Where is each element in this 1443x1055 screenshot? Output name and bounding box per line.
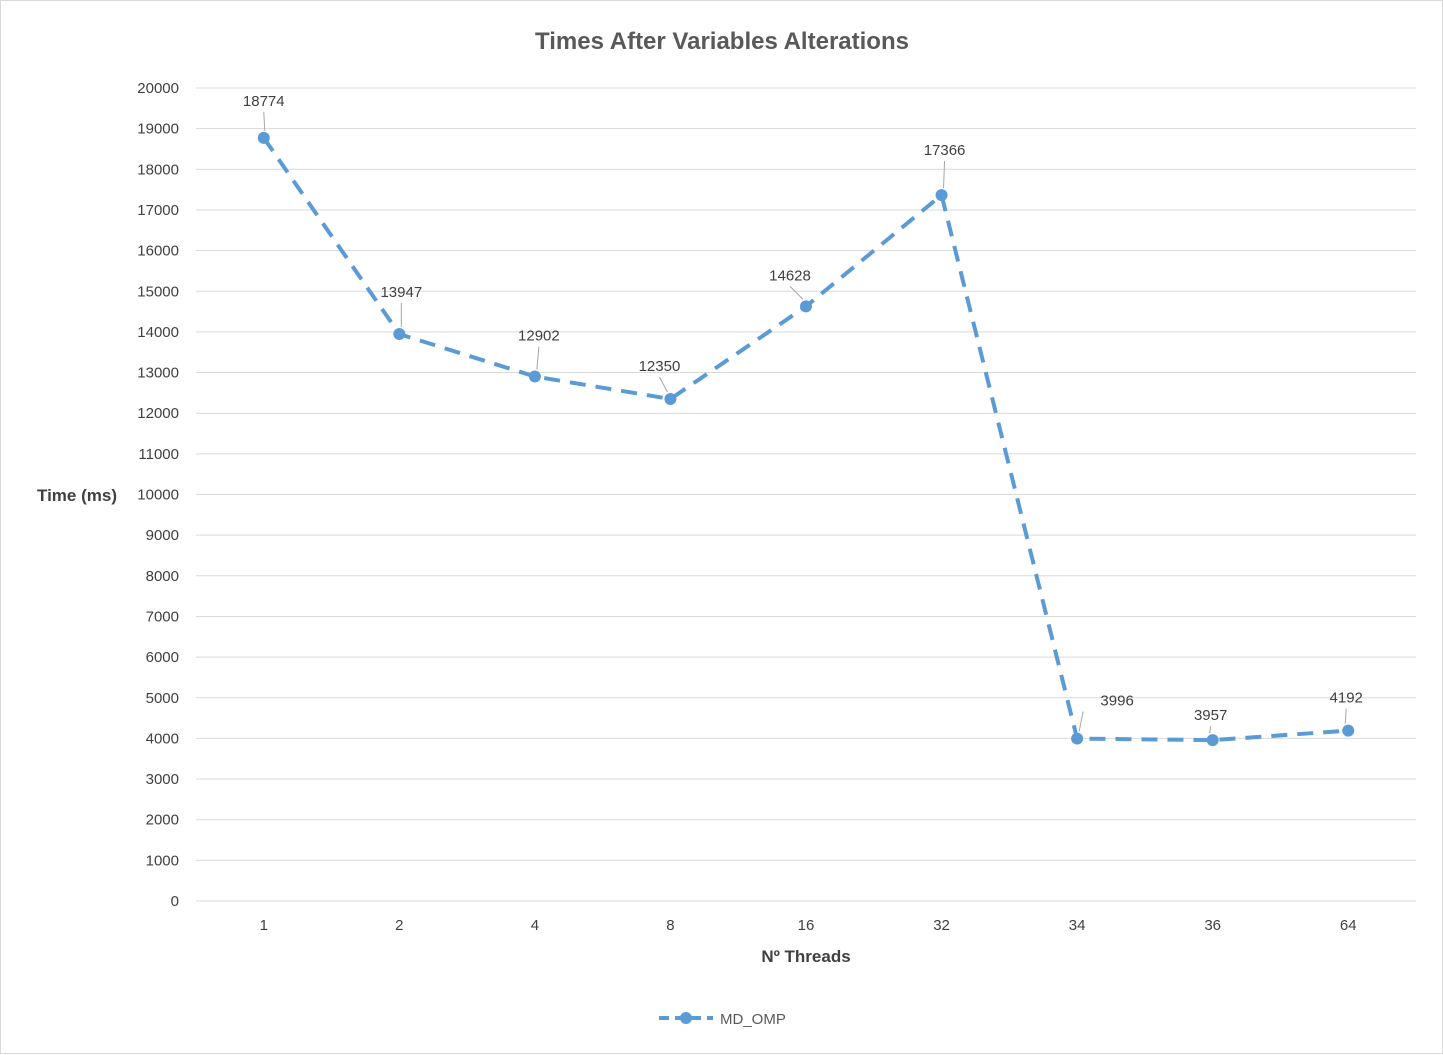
y-tick-label: 18000 (137, 161, 179, 178)
legend: MD_OMP (659, 1011, 786, 1028)
chart-title: Times After Variables Alterations (535, 28, 909, 55)
data-label-leader (263, 111, 266, 131)
data-label: 17366 (924, 142, 966, 159)
y-tick-label: 9000 (146, 527, 179, 544)
data-label-leader (1078, 711, 1084, 732)
data-label: 12350 (639, 358, 681, 375)
data-label: 3996 (1100, 693, 1133, 710)
data-point (393, 328, 406, 341)
y-tick-label: 11000 (138, 446, 179, 463)
x-tick-label: 64 (1340, 917, 1357, 934)
data-label-leader (789, 286, 804, 300)
data-label-leader (943, 161, 946, 189)
x-tick-label: 32 (933, 917, 950, 934)
data-label-leader (1344, 708, 1347, 724)
data-label: 12902 (518, 328, 560, 345)
x-axis-title: Nº Threads (761, 947, 850, 966)
data-point (528, 370, 541, 383)
y-axis-ticks: 0 1000 2000 3000 4000 5000 6000 7000 8000 9000 100… (137, 80, 179, 910)
y-tick-label: 1000 (146, 852, 179, 869)
legend-series-marker (680, 1012, 692, 1024)
data-label-leader (1209, 726, 1212, 734)
series-line (262, 136, 1349, 743)
data-label: 14628 (769, 267, 811, 284)
x-tick-label: 4 (531, 917, 539, 934)
data-label: 3957 (1194, 707, 1227, 724)
data-point (664, 392, 677, 405)
y-tick-label: 19000 (137, 121, 179, 138)
y-tick-label: 5000 (146, 690, 179, 707)
legend-series-name: MD_OMP (720, 1011, 786, 1028)
series-md-omp (257, 131, 1355, 747)
x-tick-label: 2 (395, 917, 403, 934)
y-tick-label: 16000 (137, 243, 179, 260)
x-tick-label: 16 (798, 917, 815, 934)
data-label-leader (659, 376, 668, 393)
y-tick-label: 10000 (137, 487, 179, 504)
gridlines (196, 87, 1416, 902)
x-axis-ticks: 1 2 4 8 16 32 34 36 64 (260, 917, 1357, 934)
y-tick-label: 0 (171, 893, 179, 910)
y-tick-label: 17000 (137, 202, 179, 219)
x-tick-label: 1 (260, 917, 268, 934)
data-point (1206, 734, 1219, 747)
y-tick-label: 6000 (146, 649, 179, 666)
x-tick-label: 36 (1204, 917, 1221, 934)
y-tick-label: 15000 (137, 283, 179, 300)
y-tick-label: 2000 (146, 812, 179, 829)
y-tick-label: 12000 (137, 405, 179, 422)
data-label-leader (536, 346, 540, 370)
y-tick-label: 14000 (137, 324, 179, 341)
data-point (1071, 732, 1084, 745)
y-tick-label: 20000 (137, 80, 179, 97)
data-point (800, 300, 812, 313)
data-point (1342, 724, 1355, 737)
y-axis-title: Time (ms) (37, 486, 117, 505)
y-tick-label: 3000 (146, 771, 179, 788)
x-tick-label: 8 (666, 917, 674, 934)
data-labels: 18774 13947 12902 12350 14628 17366 3996 3957 41… (243, 93, 1363, 734)
data-point (935, 189, 948, 202)
data-point (257, 131, 270, 144)
y-tick-label: 4000 (146, 730, 179, 747)
data-label: 13947 (380, 284, 422, 301)
data-label: 4192 (1330, 690, 1363, 707)
data-label: 18774 (243, 93, 285, 110)
y-tick-label: 8000 (146, 568, 179, 585)
y-tick-label: 7000 (146, 608, 179, 625)
y-tick-label: 13000 (137, 365, 179, 382)
x-tick-label: 34 (1069, 917, 1086, 934)
